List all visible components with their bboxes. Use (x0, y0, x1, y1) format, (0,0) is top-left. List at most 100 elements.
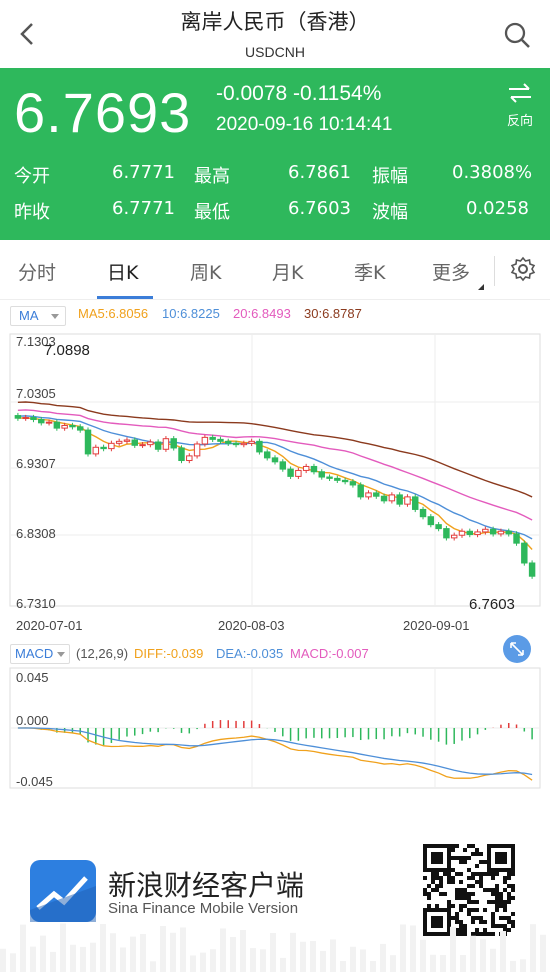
dea-legend: DEA:-0.035 (216, 646, 284, 661)
candle-body (256, 440, 263, 453)
candle-body (349, 481, 357, 486)
date-tick: 2020-09-01 (403, 618, 470, 633)
stats-row: 今开 6.7771 最高 6.7861 振幅 0.3808% (14, 162, 536, 198)
low-annotation: 6.7603 (469, 596, 515, 613)
more-dropdown-icon (478, 284, 484, 290)
price-tick: 6.9307 (16, 456, 56, 471)
candle-body (474, 531, 481, 536)
candle-body (178, 447, 185, 462)
candle-body (76, 426, 84, 431)
tab-quarterly-k[interactable]: 季K (354, 262, 386, 284)
ma20-legend: 20:6.8493 (233, 306, 291, 321)
dea-line (17, 727, 533, 776)
candle-body (326, 476, 333, 479)
candle-body (365, 492, 372, 498)
candle-body (92, 446, 100, 455)
tab-weekly-k[interactable]: 周K (190, 262, 222, 284)
price-tick: 6.7310 (16, 596, 56, 611)
candle-body (162, 438, 170, 450)
candle-body (217, 438, 224, 442)
stat-label: 最高 (194, 166, 230, 187)
tab-more[interactable]: 更多 (432, 262, 471, 284)
back-icon[interactable] (14, 18, 42, 50)
candle-body (30, 417, 37, 421)
macd-params: (12,26,9) (76, 646, 129, 661)
candle-body (263, 451, 271, 459)
diff-legend: DIFF:-0.039 (134, 646, 204, 661)
candle-body (279, 461, 287, 470)
stat-label: 波幅 (372, 202, 408, 223)
active-tab-indicator (97, 296, 153, 299)
candle-body (287, 468, 294, 477)
macd-tick: 0.000 (16, 713, 49, 728)
gear-icon[interactable] (510, 256, 536, 282)
candle-body (69, 424, 76, 428)
stat-label: 今开 (14, 166, 50, 187)
candle-body (295, 469, 302, 477)
candle-body (466, 530, 474, 536)
candle-body (225, 440, 232, 444)
expand-chart-button[interactable] (503, 635, 531, 663)
ma10-line (17, 415, 533, 540)
candle-body (154, 441, 162, 450)
candle-body (412, 496, 419, 510)
decorative-bars (0, 923, 546, 972)
candle-body (38, 419, 45, 424)
ma-selector[interactable]: MA (10, 306, 66, 326)
stat-label: 昨收 (14, 202, 50, 223)
date-tick: 2020-07-01 (16, 618, 83, 633)
candle-body (61, 424, 68, 429)
date-tick: 2020-08-03 (218, 618, 285, 633)
candle-body (489, 528, 497, 535)
top-bar: 离岸人民币（香港） USDCNH (0, 0, 550, 68)
stat-value: 6.7771 (112, 198, 175, 219)
reverse-button[interactable]: 反向 (502, 82, 538, 129)
current-price: 6.7693 (14, 81, 192, 144)
search-icon[interactable] (502, 20, 532, 50)
tab-intraday[interactable]: 分时 (18, 262, 57, 284)
candle-body (14, 415, 22, 419)
quote-stats: 今开 6.7771 最高 6.7861 振幅 0.3808% 昨收 6.7771… (14, 162, 536, 234)
candle-body (396, 494, 403, 505)
expand-icon (510, 642, 524, 656)
candle-body (521, 542, 528, 564)
candle-body (419, 508, 427, 518)
diff-line (17, 727, 533, 781)
tab-daily-k[interactable]: 日K (107, 262, 139, 284)
candle-body (380, 495, 388, 502)
tab-monthly-k[interactable]: 月K (272, 262, 304, 284)
macd-tick: -0.045 (16, 774, 53, 789)
candle-body (186, 455, 193, 462)
candle-body (100, 446, 107, 450)
ma10-legend: 10:6.8225 (162, 306, 220, 321)
stat-value: 6.7771 (112, 162, 175, 183)
macd-selector[interactable]: MACD (10, 644, 70, 664)
candle-body (22, 417, 29, 420)
symbol-code: USDCNH (245, 44, 305, 60)
candle-body (357, 484, 364, 498)
macd-chart[interactable] (0, 666, 550, 792)
candle-body (443, 528, 450, 539)
candle-body (373, 492, 380, 497)
candle-body (209, 436, 216, 440)
ma5-line (17, 417, 533, 550)
stats-row: 昨收 6.7771 最低 6.7603 波幅 0.0258 (14, 198, 536, 234)
candle-body (53, 421, 61, 429)
candle-body (193, 443, 201, 457)
candle-body (458, 530, 466, 536)
stat-value: 0.0258 (466, 198, 529, 219)
tab-divider (494, 256, 495, 286)
candle-body (139, 444, 146, 447)
candle-body (271, 457, 279, 463)
candle-body (427, 516, 435, 526)
candle-body (248, 440, 255, 444)
candle-body (334, 477, 341, 481)
candle-body (404, 496, 411, 505)
candle-body (147, 441, 154, 446)
price-tick: 7.0305 (16, 386, 56, 401)
app-name-en: Sina Finance Mobile Version (108, 900, 299, 917)
candle-body (84, 429, 92, 455)
swap-icon (509, 83, 531, 103)
candlestick-chart[interactable] (0, 330, 550, 640)
quote-panel: 6.7693 -0.0078 -0.1154% 2020-09-16 10:14… (0, 68, 550, 240)
